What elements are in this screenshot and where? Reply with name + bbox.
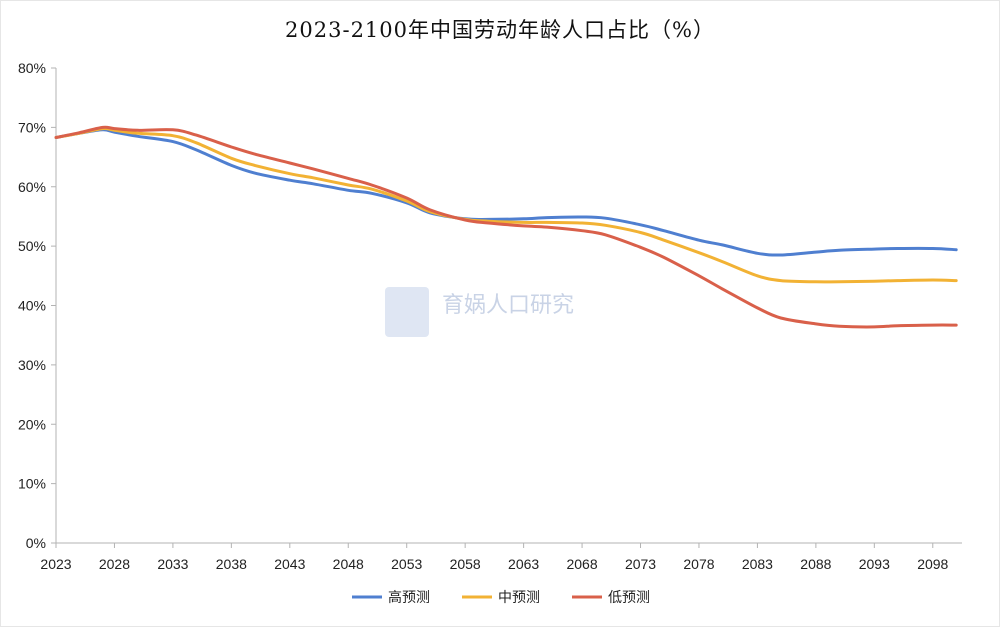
y-tick-label: 70%	[18, 119, 46, 135]
x-tick-label: 2048	[333, 556, 364, 572]
x-tick-label: 2078	[683, 556, 714, 572]
x-tick-label: 2098	[917, 556, 948, 572]
x-tick-label: 2053	[391, 556, 422, 572]
y-tick-label: 50%	[18, 238, 46, 254]
legend-label-3: 低预测	[608, 590, 650, 606]
series-line-1	[54, 128, 958, 257]
x-tick-label: 2038	[216, 556, 247, 572]
x-tick-label: 2063	[508, 556, 539, 572]
x-tick-label: 2068	[566, 556, 597, 572]
y-tick-label: 30%	[18, 357, 46, 373]
watermark: 育娲人口研究	[385, 287, 574, 337]
series-line-3	[54, 125, 958, 329]
x-tick-label: 2058	[450, 556, 481, 572]
x-tick-label: 2083	[742, 556, 773, 572]
y-tick-label: 10%	[18, 476, 46, 492]
y-tick-label: 40%	[18, 298, 46, 314]
x-tick-label: 2028	[99, 556, 130, 572]
y-tick-label: 20%	[18, 416, 46, 432]
y-tick-label: 60%	[18, 179, 46, 195]
x-tick-label: 2043	[274, 556, 305, 572]
x-tick-label: 2088	[800, 556, 831, 572]
series-line-2	[54, 127, 958, 284]
chart-title: 2023-2100年中国劳动年龄人口占比（%）	[285, 18, 715, 42]
legend-label-1: 高预测	[388, 589, 430, 606]
x-tick-label: 2073	[625, 556, 656, 572]
watermark-text: 育娲人口研究	[442, 293, 574, 318]
x-tick-label: 2033	[157, 556, 188, 572]
y-tick-label: 80%	[18, 60, 46, 76]
y-tick-label: 0%	[26, 535, 46, 551]
legend-label-2: 中预测	[498, 590, 540, 606]
x-tick-label: 2023	[40, 556, 71, 572]
x-tick-label: 2093	[859, 556, 890, 572]
watermark-logo-icon	[385, 287, 429, 337]
